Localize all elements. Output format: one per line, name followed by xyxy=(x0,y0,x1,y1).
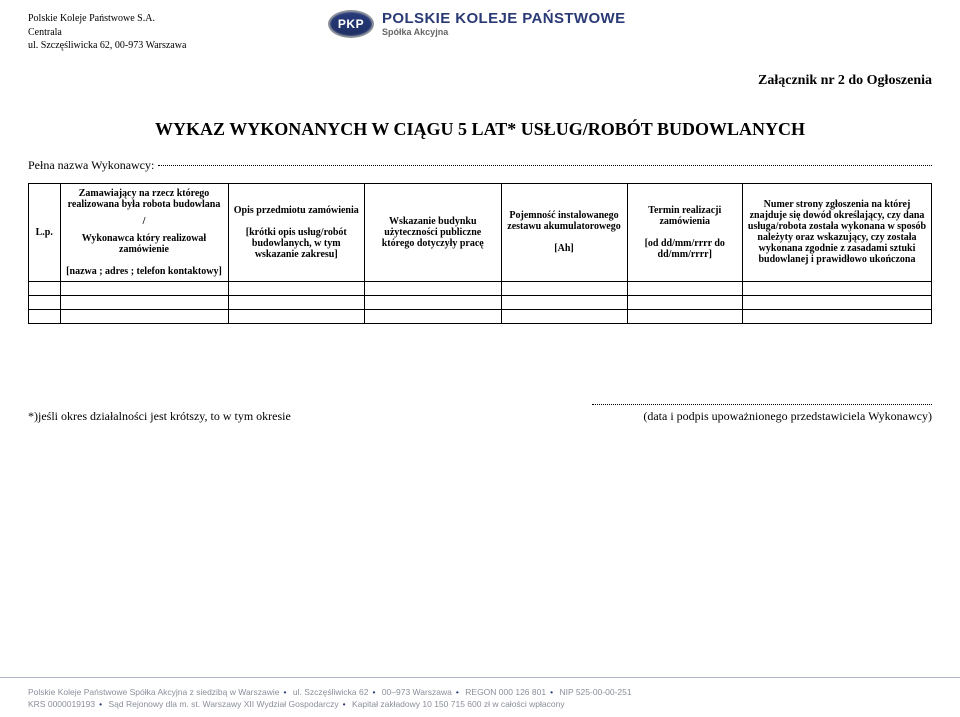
company-line-3: ul. Szczęśliwicka 62, 00-973 Warszawa xyxy=(28,39,328,53)
logo: PKP POLSKIE KOLEJE PAŃSTWOWE Spółka Akcy… xyxy=(328,10,626,38)
table-cell xyxy=(228,295,365,309)
table-cell xyxy=(228,281,365,295)
logo-company-sub: Spółka Akcyjna xyxy=(382,28,626,37)
footer-2b: Sąd Rejonowy dla m. st. Warszawy XII Wyd… xyxy=(108,699,338,709)
table-cell xyxy=(627,281,743,295)
col-term-b: [od dd/mm/rrrr do dd/mm/rrrr] xyxy=(645,238,725,260)
signature-line xyxy=(592,404,932,405)
table-cell xyxy=(60,309,228,323)
col-client: Zamawiający na rzecz którego realizowana… xyxy=(68,188,221,210)
col-capacity-a: Pojemność instalowanego zestawu akumulat… xyxy=(507,210,620,232)
footer-2a: KRS 0000019193 xyxy=(28,699,95,709)
table-cell xyxy=(743,295,932,309)
page-footer: Polskie Koleje Państwowe Spółka Akcyjna … xyxy=(0,677,960,712)
company-address: Polskie Koleje Państwowe S.A. Centrala u… xyxy=(28,12,328,53)
table-cell xyxy=(743,309,932,323)
contractor-fill-line xyxy=(158,165,932,166)
footer-2c: Kapitał zakładowy 10 150 715 600 zł w ca… xyxy=(352,699,565,709)
col-contractor: Wykonawca który realizował zamówienie xyxy=(82,233,206,255)
col-term: Termin realizacji zamówienia [od dd/mm/r… xyxy=(627,183,743,281)
table-cell xyxy=(501,295,627,309)
col-subject-b: [krótki opis usług/robót budowlanych, w … xyxy=(246,227,347,260)
col-term-a: Termin realizacji zamówienia xyxy=(648,205,721,227)
company-line-2: Centrala xyxy=(28,26,328,40)
table-cell xyxy=(365,281,502,295)
signature-block: (data i podpis upoważnionego przedstawic… xyxy=(592,404,932,424)
company-line-1: Polskie Koleje Państwowe S.A. xyxy=(28,12,328,26)
table-cell xyxy=(29,309,61,323)
footer-1e: NIP 525-00-00-251 xyxy=(559,687,631,697)
col-lp: L.p. xyxy=(29,183,61,281)
page-title: WYKAZ WYKONANYCH W CIĄGU 5 LAT* USŁUG/RO… xyxy=(28,119,932,140)
col-separator: / xyxy=(65,216,224,227)
table-cell xyxy=(29,295,61,309)
table-row xyxy=(29,295,932,309)
col-contact-hint: [nazwa ; adres ; telefon kontaktowy] xyxy=(66,266,222,277)
contractor-label: Pełna nazwa Wykonawcy: xyxy=(28,158,154,173)
logo-company-name: POLSKIE KOLEJE PAŃSTWOWE xyxy=(382,11,626,26)
footer-1d: REGON 000 126 801 xyxy=(465,687,546,697)
table-cell xyxy=(365,295,502,309)
footer-1a: Polskie Koleje Państwowe Spółka Akcyjna … xyxy=(28,687,280,697)
col-capacity: Pojemność instalowanego zestawu akumulat… xyxy=(501,183,627,281)
logo-badge-icon: PKP xyxy=(328,10,374,38)
table-cell xyxy=(60,281,228,295)
table-cell xyxy=(228,309,365,323)
attachment-label: Załącznik nr 2 do Ogłoszenia xyxy=(28,73,932,89)
col-building: Wskazanie budynku użyteczności publiczne… xyxy=(365,183,502,281)
footnote: *)jeśli okres działalności jest krótszy,… xyxy=(28,409,291,424)
table-cell xyxy=(29,281,61,295)
signature-caption: (data i podpis upoważnionego przedstawic… xyxy=(592,409,932,424)
table-cell xyxy=(60,295,228,309)
table-row xyxy=(29,309,932,323)
contractor-name-field: Pełna nazwa Wykonawcy: xyxy=(28,158,932,173)
col-client-contractor: Zamawiający na rzecz którego realizowana… xyxy=(60,183,228,281)
footer-1b: ul. Szczęśliwicka 62 xyxy=(293,687,369,697)
table-cell xyxy=(501,309,627,323)
logo-abbr: PKP xyxy=(338,17,364,31)
table-row xyxy=(29,281,932,295)
footer-1c: 00–973 Warszawa xyxy=(382,687,452,697)
col-evidence-page: Numer strony zgłoszenia na której znajdu… xyxy=(743,183,932,281)
table-cell xyxy=(743,281,932,295)
col-capacity-b: [Ah] xyxy=(554,243,573,254)
table-cell xyxy=(627,309,743,323)
services-table: L.p. Zamawiający na rzecz którego realiz… xyxy=(28,183,932,324)
table-cell xyxy=(627,295,743,309)
col-subject: Opis przedmiotu zamówienia [krótki opis … xyxy=(228,183,365,281)
table-cell xyxy=(501,281,627,295)
table-cell xyxy=(365,309,502,323)
col-subject-a: Opis przedmiotu zamówienia xyxy=(234,205,359,216)
